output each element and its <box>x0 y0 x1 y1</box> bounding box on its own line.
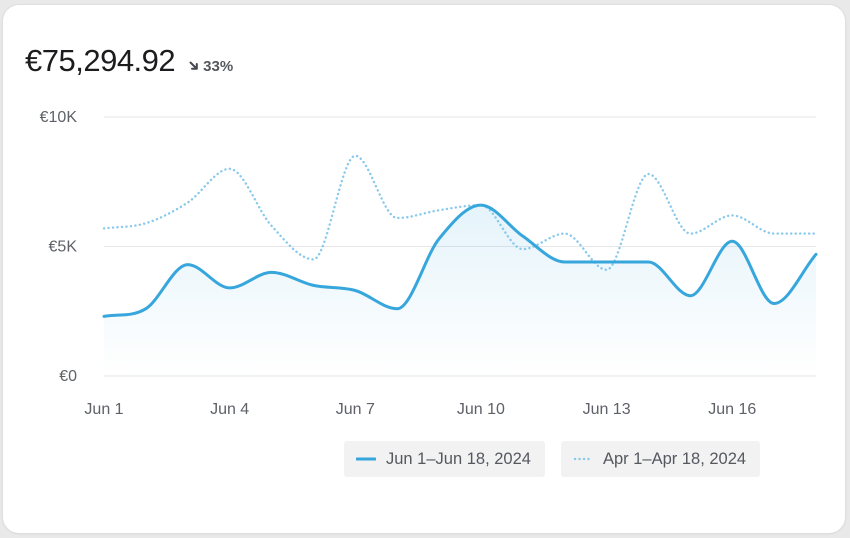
current-data-point[interactable] <box>684 290 696 302</box>
previous-data-point[interactable] <box>475 199 487 211</box>
previous-data-point[interactable] <box>643 168 655 180</box>
previous-data-point[interactable] <box>266 220 278 232</box>
previous-series-line[interactable] <box>102 154 818 272</box>
change-percent: 33% <box>203 57 234 75</box>
current-data-point[interactable] <box>643 256 655 268</box>
x-tick-label: Jun 4 <box>210 401 249 418</box>
previous-data-point[interactable] <box>307 253 319 265</box>
change-indicator: 33% <box>189 58 233 75</box>
headline: €75,294.92 33% <box>25 43 233 79</box>
legend-item-current[interactable]: Jun 1–Jun 18, 2024 <box>344 441 545 477</box>
previous-data-point[interactable] <box>98 222 110 234</box>
dotted-line-swatch <box>573 457 593 461</box>
y-tick-label: €5K <box>49 239 78 256</box>
previous-data-point[interactable] <box>433 204 445 216</box>
current-series-line[interactable] <box>102 203 818 318</box>
x-tick-label: Jun 1 <box>84 401 123 418</box>
legend-item-previous[interactable]: Apr 1–Apr 18, 2024 <box>560 441 761 477</box>
current-data-point[interactable] <box>433 233 445 245</box>
current-data-point[interactable] <box>140 303 152 315</box>
current-series-area <box>104 205 816 376</box>
current-data-point[interactable] <box>768 298 780 310</box>
previous-data-point[interactable] <box>726 209 738 221</box>
previous-data-point[interactable] <box>224 163 236 175</box>
current-data-point[interactable] <box>266 266 278 278</box>
previous-data-point[interactable] <box>601 264 613 276</box>
x-tick-label: Jun 16 <box>708 401 756 418</box>
y-tick-label: €0 <box>59 368 77 385</box>
chart-legend: Jun 1–Jun 18, 2024 Apr 1–Apr 18, 2024 <box>344 441 761 477</box>
previous-data-point[interactable] <box>768 228 780 240</box>
previous-data-point[interactable] <box>391 212 403 224</box>
current-data-point[interactable] <box>349 285 361 297</box>
current-data-point[interactable] <box>224 282 236 294</box>
current-data-point[interactable] <box>517 230 529 242</box>
current-data-point[interactable] <box>98 310 110 322</box>
previous-data-point[interactable] <box>140 217 152 229</box>
previous-data-point[interactable] <box>559 228 571 240</box>
solid-line-swatch <box>356 457 376 461</box>
previous-data-point[interactable] <box>182 197 194 209</box>
legend-label-current: Jun 1–Jun 18, 2024 <box>386 449 531 468</box>
current-data-point[interactable] <box>559 256 571 268</box>
previous-data-point[interactable] <box>810 228 822 240</box>
previous-data-point[interactable] <box>349 150 361 162</box>
y-tick-label: €10K <box>40 109 78 126</box>
current-data-point[interactable] <box>182 259 194 271</box>
current-data-point[interactable] <box>391 303 403 315</box>
x-tick-label: Jun 7 <box>336 401 375 418</box>
total-amount: €75,294.92 <box>25 43 176 78</box>
previous-data-point[interactable] <box>684 228 696 240</box>
arrow-down-right-icon <box>189 61 198 70</box>
legend-label-previous: Apr 1–Apr 18, 2024 <box>602 449 747 468</box>
x-tick-label: Jun 10 <box>457 401 505 418</box>
current-data-point[interactable] <box>810 248 822 260</box>
current-data-point[interactable] <box>307 279 319 291</box>
revenue-line-chart: €0 €5K €10K Jun 1 Jun 4 Jun 7 Jun 10 Jun 13 Jun … <box>40 109 822 418</box>
previous-data-point[interactable] <box>517 243 529 255</box>
x-tick-label: Jun 13 <box>583 401 631 418</box>
current-data-point[interactable] <box>726 235 738 247</box>
